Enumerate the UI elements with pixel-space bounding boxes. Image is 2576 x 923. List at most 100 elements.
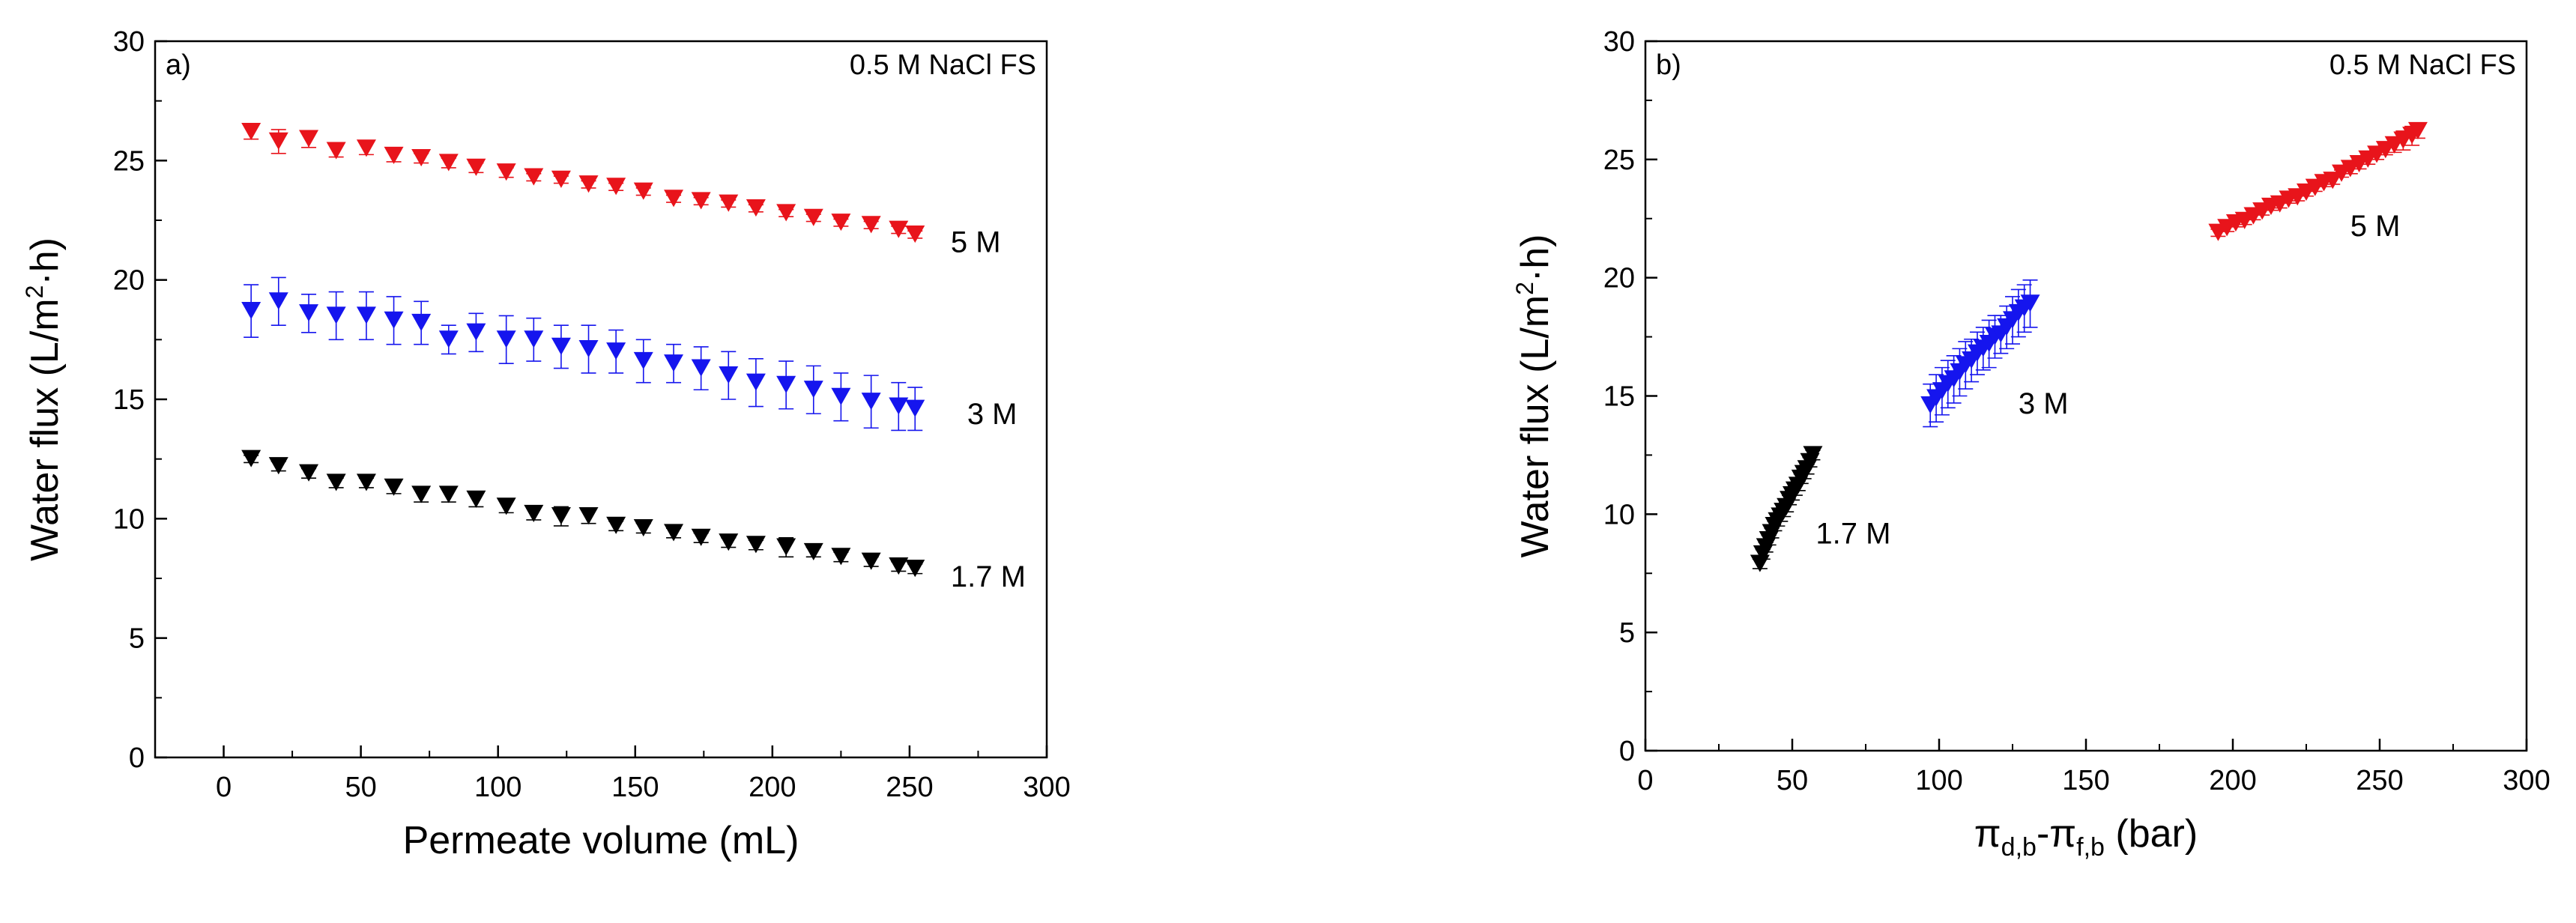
data-point bbox=[719, 194, 739, 212]
data-point bbox=[384, 478, 404, 496]
data-point bbox=[524, 168, 544, 186]
data-point bbox=[411, 485, 432, 503]
y-axis-title-b-sup: 2 bbox=[1511, 282, 1538, 295]
data-point bbox=[356, 139, 376, 157]
data-point bbox=[606, 178, 626, 196]
x-axis-title-b-pi1: π bbox=[1974, 812, 2001, 856]
series-b-1: 3 M bbox=[1920, 279, 2069, 428]
y-tick-label-a: 30 bbox=[113, 26, 145, 58]
data-point bbox=[466, 490, 486, 508]
series-label-b-2: 1.7 M bbox=[1815, 518, 1890, 551]
y-tick-label-a: 25 bbox=[113, 145, 145, 177]
data-point bbox=[905, 560, 925, 578]
data-point bbox=[746, 373, 766, 391]
data-point bbox=[889, 557, 909, 575]
data-point bbox=[831, 387, 851, 405]
data-point bbox=[466, 158, 486, 176]
data-point bbox=[691, 192, 711, 210]
data-point bbox=[578, 507, 599, 525]
series-a-1: 3 M bbox=[241, 276, 1018, 432]
y-tick-label-a: 5 bbox=[129, 623, 145, 655]
data-point bbox=[524, 330, 544, 348]
x-tick-label-a: 200 bbox=[749, 772, 796, 803]
x-tick-label-a: 250 bbox=[886, 772, 933, 803]
data-point bbox=[496, 163, 516, 181]
data-point bbox=[691, 359, 711, 377]
x-tick-label-b: 150 bbox=[2062, 765, 2109, 796]
data-point bbox=[438, 330, 459, 348]
data-point bbox=[606, 342, 626, 360]
data-point bbox=[905, 399, 925, 417]
data-point bbox=[268, 292, 288, 310]
series-label-b-0: 5 M bbox=[2350, 210, 2401, 243]
series-a-0: 5 M bbox=[241, 122, 1001, 259]
data-point bbox=[691, 528, 711, 546]
data-point bbox=[905, 226, 925, 243]
y-tick-label-b: 0 bbox=[1619, 736, 1635, 767]
data-point bbox=[633, 351, 653, 370]
data-point bbox=[411, 313, 432, 332]
panel-a-label: a) bbox=[166, 49, 191, 81]
panel-a-annotation: 0.5 M NaCl FS bbox=[850, 49, 1036, 81]
data-point bbox=[633, 518, 653, 537]
series-label-a-2: 1.7 M bbox=[951, 560, 1026, 593]
data-point bbox=[466, 323, 486, 341]
data-point bbox=[268, 132, 288, 150]
data-point bbox=[861, 552, 881, 570]
data-point bbox=[241, 122, 261, 141]
data-point bbox=[803, 542, 823, 560]
x-axis-title-b: πd,b-πf,b (bar) bbox=[1974, 812, 2198, 862]
data-point bbox=[384, 311, 404, 329]
data-point bbox=[664, 354, 684, 372]
y-tick-label-b: 30 bbox=[1603, 26, 1635, 58]
y-tick-label-a: 10 bbox=[113, 503, 145, 535]
y-axis-title-b-tail: ·h) bbox=[1514, 234, 1557, 282]
y-tick-label-b: 20 bbox=[1603, 263, 1635, 294]
y-tick-label-a: 0 bbox=[129, 742, 145, 774]
data-point bbox=[551, 507, 571, 525]
data-point bbox=[268, 457, 288, 475]
series-label-a-0: 5 M bbox=[951, 226, 1001, 259]
data-point bbox=[551, 170, 571, 188]
data-point bbox=[299, 304, 319, 322]
x-tick-label-b: 50 bbox=[1777, 765, 1808, 796]
y-tick-label-a: 20 bbox=[113, 265, 145, 297]
data-point bbox=[861, 216, 881, 234]
data-point bbox=[2407, 121, 2428, 139]
data-point bbox=[326, 473, 346, 491]
series-b-0: 5 M bbox=[2208, 121, 2428, 243]
data-point bbox=[578, 339, 599, 358]
data-point bbox=[411, 149, 432, 167]
x-axis-title-b-sub1: d,b bbox=[2001, 833, 2037, 862]
data-point bbox=[384, 146, 404, 164]
data-point bbox=[551, 337, 571, 355]
data-point bbox=[356, 306, 376, 324]
data-point bbox=[776, 375, 796, 393]
data-point bbox=[356, 473, 376, 491]
data-point bbox=[861, 393, 881, 411]
data-point bbox=[241, 301, 261, 320]
data-point bbox=[776, 538, 796, 556]
data-point bbox=[719, 366, 739, 384]
data-point bbox=[2323, 172, 2343, 190]
y-tick-label-b: 25 bbox=[1603, 145, 1635, 176]
data-point bbox=[746, 536, 766, 554]
data-point bbox=[889, 397, 909, 415]
series-a-2: 1.7 M bbox=[241, 450, 1026, 593]
series-label-a-1: 3 M bbox=[967, 398, 1018, 431]
x-tick-label-b: 100 bbox=[1915, 765, 1962, 796]
series-b-2: 1.7 M bbox=[1750, 446, 1890, 572]
data-point bbox=[664, 524, 684, 542]
x-axis-title-b-tail: (bar) bbox=[2105, 812, 2198, 856]
y-axis-title-a-sup: 2 bbox=[21, 285, 48, 299]
data-point bbox=[633, 182, 653, 200]
x-tick-label-a: 100 bbox=[474, 772, 521, 803]
x-tick-label-a: 50 bbox=[345, 772, 376, 803]
x-axis-title-b-mid: -π bbox=[2037, 812, 2076, 856]
